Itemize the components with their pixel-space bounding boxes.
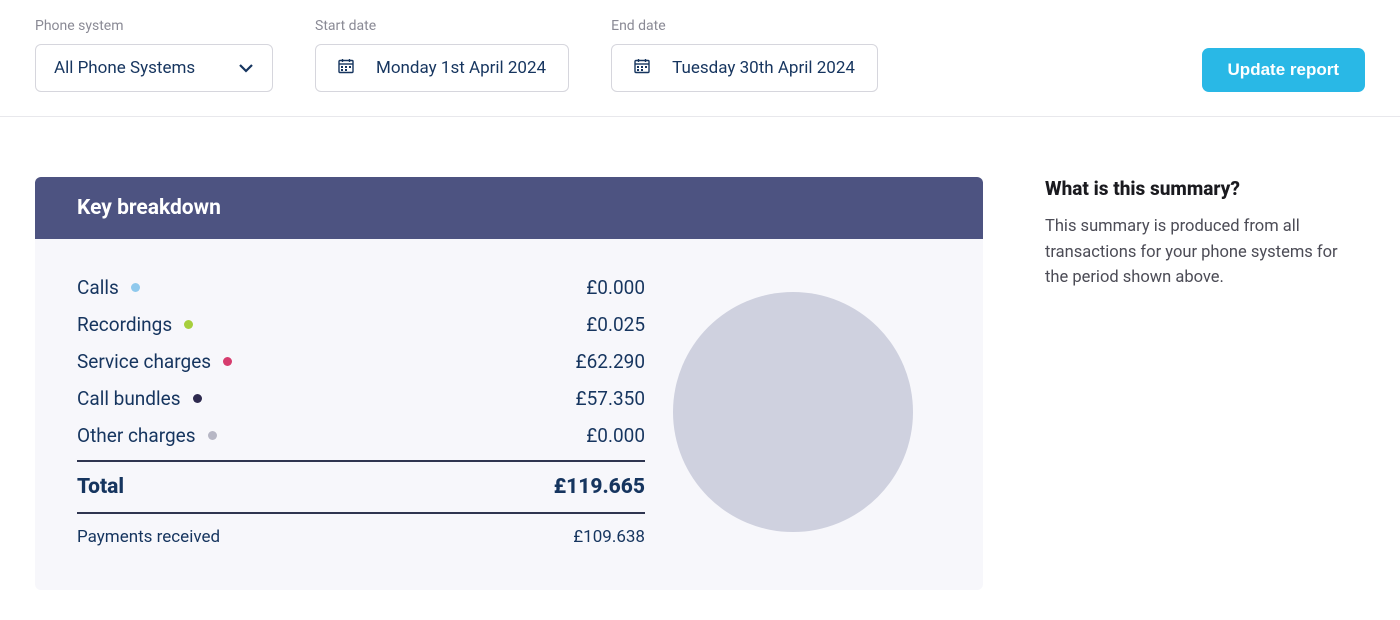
divider	[77, 512, 645, 514]
start-date-value: Monday 1st April 2024	[376, 58, 546, 78]
row-amount: £62.290	[576, 350, 645, 373]
payments-row: Payments received £109.638	[77, 520, 645, 554]
end-date-filter: End date Tuesday 30th April 2024	[611, 18, 878, 92]
calendar-icon	[338, 58, 354, 78]
table-row: Calls £0.000	[77, 269, 645, 306]
row-amount: £0.000	[586, 276, 645, 299]
end-date-label: End date	[611, 18, 878, 34]
total-label: Total	[77, 475, 124, 499]
legend-dot	[184, 320, 193, 329]
explainer-body: This summary is produced from all transa…	[1045, 214, 1355, 291]
content-area: Key breakdown Calls £0.000 Recordings £0…	[0, 117, 1400, 620]
total-amount: £119.665	[554, 475, 645, 499]
row-amount: £57.350	[576, 387, 645, 410]
start-date-filter: Start date Monday 1st April 2024	[315, 18, 569, 92]
pie-chart	[645, 269, 941, 554]
phone-system-value: All Phone Systems	[54, 58, 195, 78]
start-date-picker[interactable]: Monday 1st April 2024	[315, 44, 569, 92]
filter-bar: Phone system All Phone Systems Start dat…	[0, 0, 1400, 117]
payments-amount: £109.638	[573, 527, 645, 547]
legend-dot	[131, 283, 140, 292]
legend-dot	[193, 394, 202, 403]
start-date-label: Start date	[315, 18, 569, 34]
end-date-value: Tuesday 30th April 2024	[672, 58, 855, 78]
payments-label: Payments received	[77, 527, 220, 547]
phone-system-select[interactable]: All Phone Systems	[35, 44, 273, 92]
row-label: Calls	[77, 276, 119, 299]
row-amount: £0.000	[586, 424, 645, 447]
table-row: Recordings £0.025	[77, 306, 645, 343]
chevron-down-icon	[238, 60, 254, 76]
explainer-heading: What is this summary?	[1045, 177, 1355, 200]
calendar-icon	[634, 58, 650, 78]
update-report-button[interactable]: Update report	[1202, 48, 1365, 92]
pie-placeholder	[673, 292, 913, 532]
row-label: Recordings	[77, 313, 172, 336]
phone-system-label: Phone system	[35, 18, 273, 34]
table-row: Call bundles £57.350	[77, 380, 645, 417]
row-label: Service charges	[77, 350, 211, 373]
row-label: Other charges	[77, 424, 196, 447]
total-row: Total £119.665	[77, 468, 645, 506]
table-row: Other charges £0.000	[77, 417, 645, 454]
summary-explainer: What is this summary? This summary is pr…	[1045, 177, 1355, 291]
legend-dot	[208, 431, 217, 440]
table-row: Service charges £62.290	[77, 343, 645, 380]
legend-dot	[223, 357, 232, 366]
divider	[77, 460, 645, 462]
end-date-picker[interactable]: Tuesday 30th April 2024	[611, 44, 878, 92]
phone-system-filter: Phone system All Phone Systems	[35, 18, 273, 92]
key-breakdown-card: Key breakdown Calls £0.000 Recordings £0…	[35, 177, 983, 590]
card-header: Key breakdown	[35, 177, 983, 239]
row-amount: £0.025	[586, 313, 645, 336]
breakdown-table: Calls £0.000 Recordings £0.025 Service c…	[77, 269, 645, 554]
row-label: Call bundles	[77, 387, 181, 410]
